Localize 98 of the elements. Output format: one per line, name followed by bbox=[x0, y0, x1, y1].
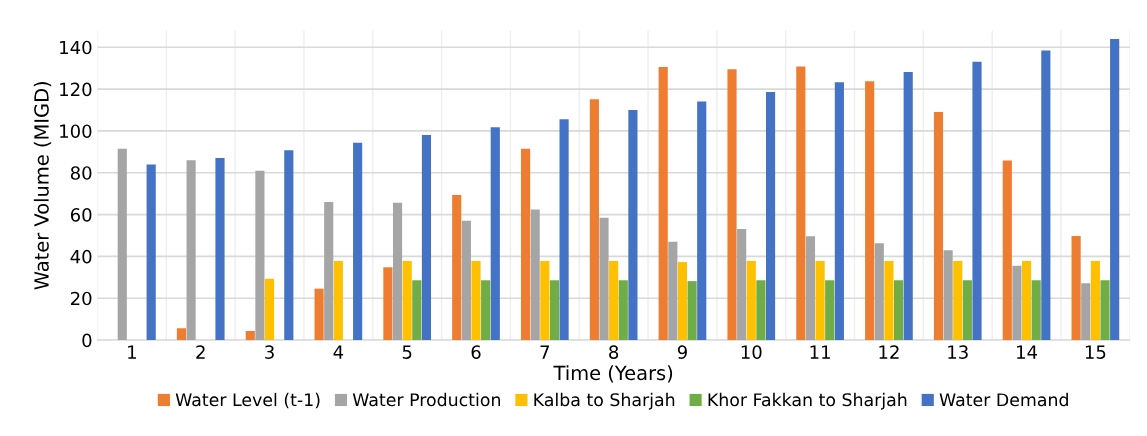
bar bbox=[549, 280, 560, 341]
bar bbox=[825, 280, 835, 341]
x-tick-label: 6 bbox=[471, 345, 481, 359]
bar bbox=[1012, 265, 1022, 341]
x-tick-label: 2 bbox=[196, 345, 205, 359]
bar bbox=[796, 66, 806, 341]
x-tick-label: 9 bbox=[677, 345, 687, 359]
x-tick-label: 1 bbox=[128, 345, 136, 359]
bar bbox=[972, 61, 982, 341]
bar bbox=[1100, 280, 1110, 341]
bar bbox=[746, 261, 756, 341]
bar bbox=[1031, 280, 1041, 341]
y-tick-label: 20 bbox=[70, 291, 92, 306]
x-tick-label: 14 bbox=[1017, 345, 1038, 359]
bar bbox=[540, 261, 550, 341]
bar bbox=[392, 202, 403, 341]
y-axis-title: Water Volume (MIGD) bbox=[33, 82, 52, 290]
x-tick-label: 8 bbox=[609, 345, 619, 359]
bar bbox=[402, 261, 412, 341]
y-tick-label: 0 bbox=[82, 333, 92, 348]
bar bbox=[264, 278, 275, 341]
x-tick-label: 3 bbox=[265, 345, 274, 359]
bar bbox=[481, 280, 491, 341]
bar bbox=[421, 135, 432, 341]
bar bbox=[146, 164, 156, 341]
y-tick-label: 120 bbox=[60, 82, 92, 97]
bar bbox=[933, 112, 944, 341]
bar bbox=[383, 267, 393, 341]
x-tick-label: 13 bbox=[948, 345, 968, 359]
bar bbox=[471, 261, 481, 341]
bar bbox=[697, 101, 707, 341]
x-tick-label: 10 bbox=[741, 345, 762, 359]
bar bbox=[599, 217, 609, 341]
bar bbox=[737, 229, 747, 341]
bar bbox=[333, 261, 343, 341]
bar bbox=[353, 142, 363, 341]
bar bbox=[687, 281, 697, 341]
bar bbox=[893, 280, 904, 341]
y-tick-label: 140 bbox=[60, 40, 92, 55]
x-tick-label: 12 bbox=[879, 345, 899, 359]
bar bbox=[628, 110, 638, 341]
bar bbox=[490, 127, 500, 341]
x-tick-label: 4 bbox=[333, 345, 344, 359]
x-tick-label: 15 bbox=[1085, 345, 1106, 359]
bar bbox=[314, 288, 324, 341]
bar bbox=[412, 280, 422, 341]
bar bbox=[874, 243, 884, 341]
bar bbox=[255, 170, 265, 341]
bar bbox=[658, 67, 668, 341]
bar bbox=[1021, 261, 1032, 341]
bar bbox=[834, 82, 844, 341]
bar bbox=[461, 220, 471, 341]
y-tick-label: 60 bbox=[70, 208, 92, 222]
bar bbox=[727, 69, 737, 341]
bar bbox=[452, 194, 462, 341]
bar bbox=[1002, 160, 1012, 341]
bar bbox=[618, 280, 628, 341]
bar bbox=[324, 202, 334, 341]
bar bbox=[1041, 50, 1051, 341]
bar bbox=[1110, 39, 1120, 341]
bar bbox=[884, 261, 894, 341]
legend-label: Kalba to Sharjah bbox=[534, 392, 675, 410]
y-tick-label: 100 bbox=[60, 124, 92, 139]
bar bbox=[559, 119, 569, 341]
bar bbox=[1090, 261, 1100, 341]
legend-label: Water Demand bbox=[939, 392, 1068, 407]
y-tick-label: 80 bbox=[70, 166, 92, 180]
x-tick-label: 5 bbox=[402, 345, 412, 359]
bar bbox=[176, 328, 187, 341]
bar bbox=[953, 261, 963, 341]
bar bbox=[903, 71, 913, 341]
bar bbox=[530, 209, 540, 341]
bar bbox=[815, 261, 825, 341]
bar bbox=[668, 241, 678, 341]
bar bbox=[589, 99, 599, 341]
bar bbox=[805, 236, 816, 341]
legend-label: Water Level (t-1) bbox=[175, 392, 320, 409]
bar bbox=[245, 331, 255, 341]
x-axis-title: Time (Years) bbox=[553, 365, 673, 383]
bar bbox=[284, 150, 294, 341]
bar bbox=[1081, 283, 1091, 341]
legend-label: Water Production bbox=[352, 392, 500, 407]
x-tick-label: 11 bbox=[810, 345, 830, 359]
bar bbox=[215, 158, 225, 341]
bar bbox=[1071, 235, 1081, 341]
legend-label: Khor Fakkan to Sharjah bbox=[708, 392, 907, 410]
bar bbox=[520, 148, 531, 341]
y-tick-label: 40 bbox=[70, 249, 92, 264]
bar bbox=[765, 92, 776, 341]
bar bbox=[962, 280, 972, 341]
x-tick-label: 7 bbox=[540, 345, 550, 359]
bar bbox=[186, 160, 196, 341]
bar bbox=[677, 262, 688, 341]
bar bbox=[756, 280, 766, 341]
bar bbox=[865, 81, 875, 341]
bar bbox=[117, 148, 127, 341]
bar bbox=[609, 261, 619, 341]
bar bbox=[943, 250, 953, 341]
